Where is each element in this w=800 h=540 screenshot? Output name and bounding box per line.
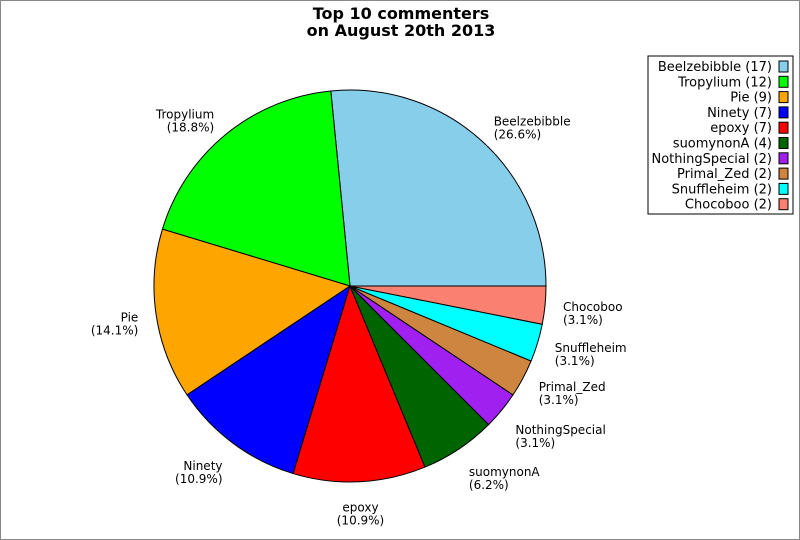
slice-labels: Beelzebibble(26.6%)Tropylium(18.8%)Pie(1… [91,108,627,528]
legend-label-chocoboo: Chocoboo (2) [685,198,772,213]
legend-swatch-epoxy [778,121,789,134]
slice-label-percent-suomynona: (6.2%) [469,478,509,492]
slice-label-name-epoxy: epoxy [342,501,378,515]
slice-label-percent-epoxy: (10.9%) [337,514,384,528]
chart-title: Top 10 commenters on August 20th 2013 [307,4,496,40]
legend-swatch-pie [778,91,789,104]
slice-label-name-chocoboo: Chocoboo [563,300,623,314]
legend-label-beelzebibble: Beelzebibble (17) [658,60,772,75]
slice-label-percent-ninety: (10.9%) [175,472,222,486]
legend-swatch-suomynona [778,137,789,149]
slice-label-percent-snuffleheim: (3.1%) [555,354,595,368]
slice-label-name-suomynona: suomynonA [469,465,541,479]
slice-label-percent-chocoboo: (3.1%) [563,313,603,327]
slice-label-percent-primal-zed: (3.1%) [539,393,579,407]
legend-swatch-nothingspecial [778,152,789,165]
legend-swatch-ninety [778,106,789,119]
chart-title-line-1: Top 10 commenters [313,4,490,23]
legend-box [647,55,794,215]
pie-slice-beelzebibble [330,89,547,287]
slice-label-percent-nothingspecial: (3.1%) [515,436,555,450]
slice-label-name-beelzebibble: Beelzebibble [494,114,571,128]
legend-label-suomynona: suomynonA (4) [673,137,772,152]
legend-swatch-snuffleheim [778,182,789,195]
slice-label-name-pie: Pie [121,310,139,324]
legend-label-primal-zed: Primal_Zed (2) [677,167,772,182]
legend-label-pie: Pie (9) [730,91,772,106]
pie-slice-epoxy [292,284,426,483]
chart-title-line-2: on August 20th 2013 [307,21,496,40]
slice-label-name-nothingspecial: NothingSpecial [515,423,605,437]
pie-slice-pie [153,228,352,396]
pie-slice-tropylium [161,90,351,287]
pie-slice-ninety [186,284,351,475]
legend-swatch-tropylium [778,75,789,88]
legend-swatch-chocoboo [778,198,789,211]
pie-slices [153,89,547,483]
legend-label-epoxy: epoxy (7) [710,121,772,136]
legend-label-snuffleheim: Snuffleheim (2) [672,182,772,197]
slice-label-name-ninety: Ninety [183,459,222,473]
legend-label-nothingspecial: NothingSpecial (2) [651,152,772,167]
slice-label-name-tropylium: Tropylium [155,108,214,122]
slice-label-name-primal-zed: Primal_Zed [539,380,606,394]
slice-label-percent-beelzebibble: (26.6%) [494,127,541,141]
pie-slice-chocoboo [349,285,547,325]
legend-label-tropylium: Tropylium (12) [677,75,772,90]
legend-swatch-primal-zed [778,167,789,180]
slice-label-percent-tropylium: (18.8%) [167,121,214,135]
slice-label-name-snuffleheim: Snuffleheim [555,341,627,355]
legend-label-ninety: Ninety (7) [707,106,772,121]
slice-label-percent-pie: (14.1%) [91,323,138,337]
legend-swatch-beelzebibble [778,60,789,73]
legend: Beelzebibble (17)Tropylium (12)Pie (9)Ni… [647,55,794,215]
